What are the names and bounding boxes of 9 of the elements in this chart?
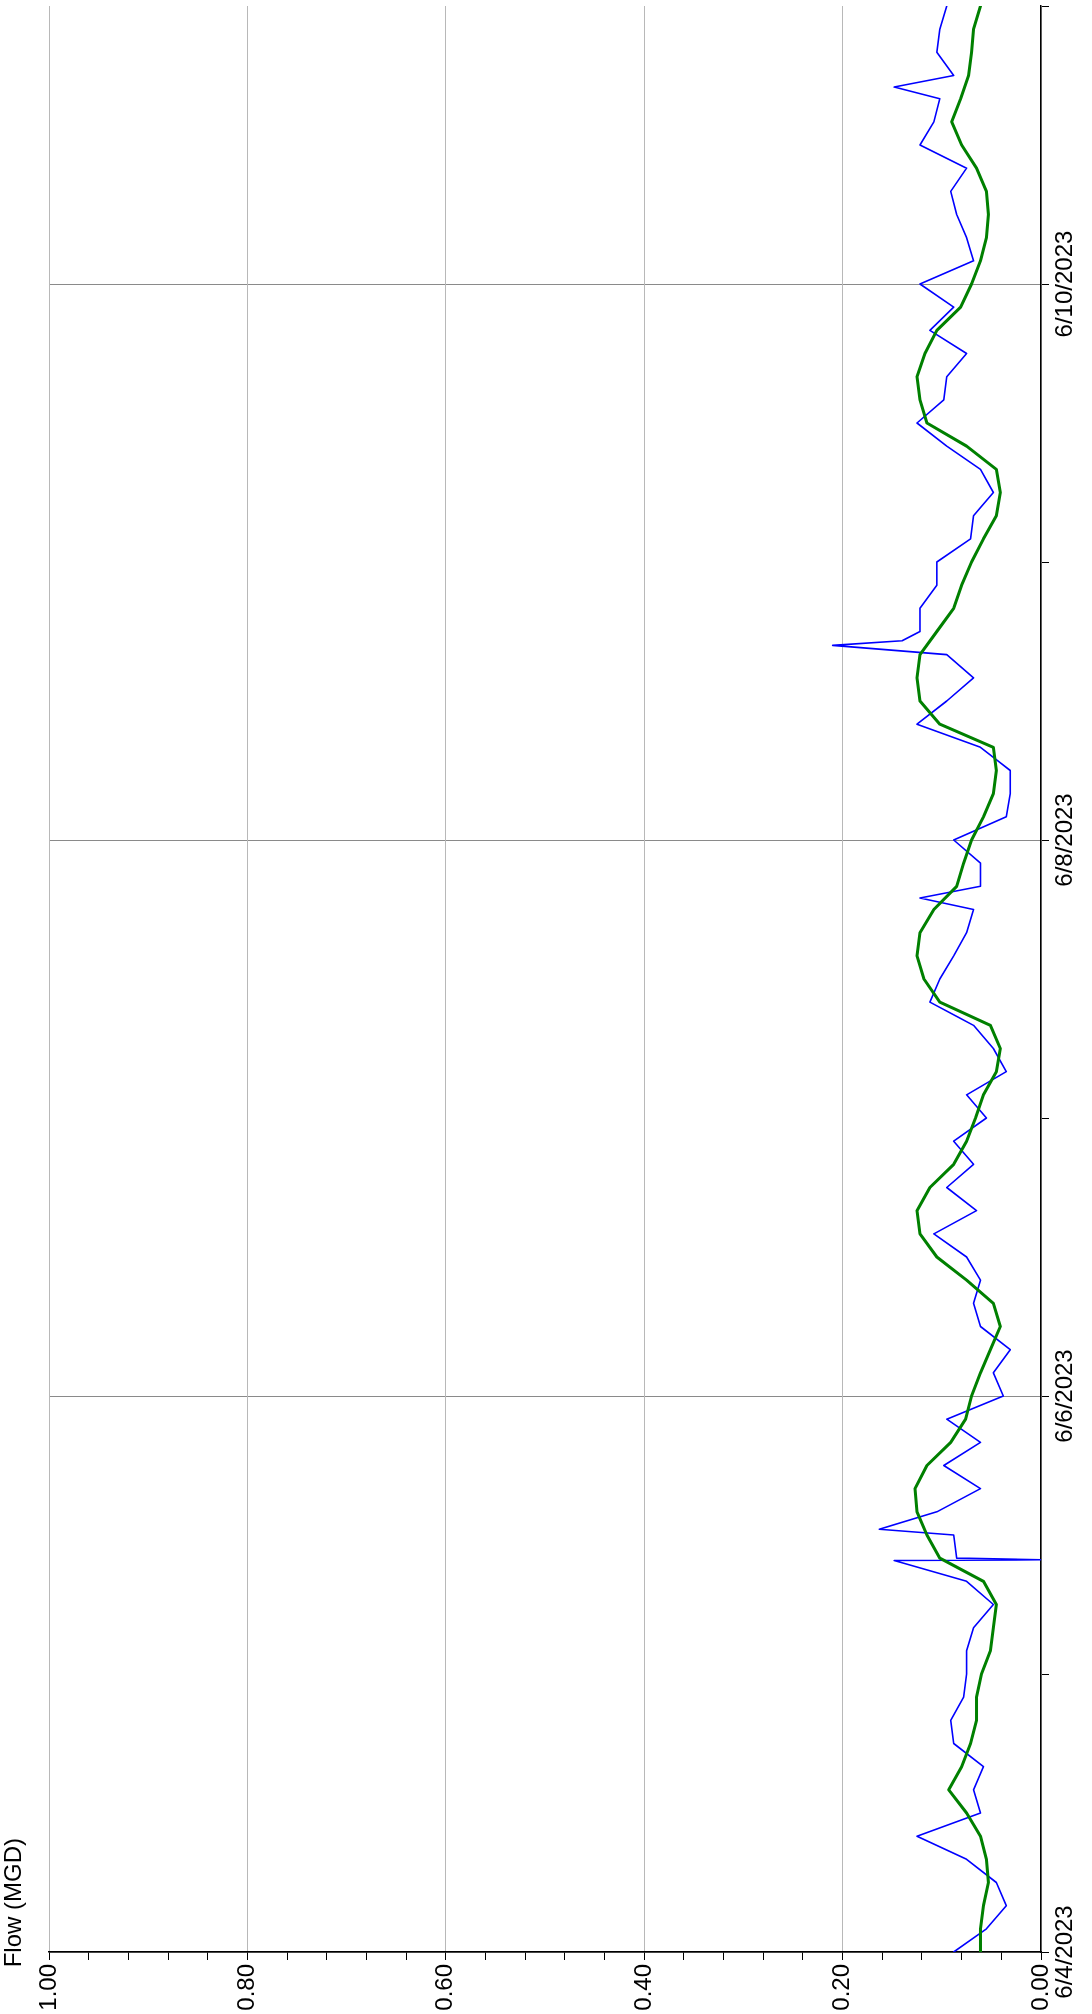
- x-tick-label: 0.20: [827, 1964, 855, 2011]
- x-tick-label: 1.00: [33, 1964, 61, 2011]
- x-tick-label: 0.40: [628, 1964, 656, 2011]
- x-tick-label: 0.60: [430, 1964, 458, 2011]
- y-tick-label: 6/10/2023: [1049, 230, 1077, 338]
- y-axis-title: Flow (MGD): [0, 1838, 26, 1968]
- y-tick-label: 6/6/2023: [1049, 1349, 1077, 1443]
- x-tick-label: 0.80: [232, 1964, 260, 2011]
- y-tick-label: 6/8/2023: [1049, 793, 1077, 887]
